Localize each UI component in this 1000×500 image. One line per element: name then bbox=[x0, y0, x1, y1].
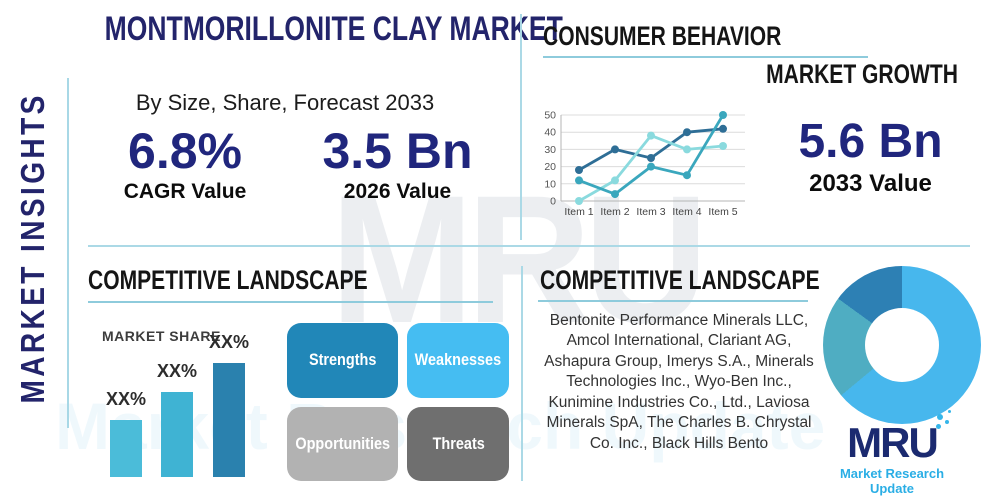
donut-chart bbox=[823, 266, 981, 424]
swot-strengths-box: Strengths bbox=[287, 323, 399, 398]
vertical-divider-bottom bbox=[521, 266, 523, 481]
svg-text:50: 50 bbox=[544, 110, 556, 122]
market-share-bar-2 bbox=[161, 392, 193, 477]
swot-weaknesses-box: Weaknesses bbox=[407, 323, 510, 398]
swot-opportunities-label: Opportunities bbox=[295, 433, 391, 453]
competitive-landscape-right-heading: COMPETITIVE LANDSCAPE bbox=[540, 265, 899, 296]
stat-cagr-value: 6.8% bbox=[128, 123, 242, 179]
market-growth-heading-text: MARKET GROWTH bbox=[766, 59, 958, 89]
market-share-bar-1 bbox=[110, 420, 142, 477]
watermark-mru: MRU bbox=[330, 157, 709, 361]
market-share-bar-value: XX% bbox=[156, 361, 198, 381]
competitive-landscape-left-heading: COMPETITIVE LANDSCAPE bbox=[88, 265, 447, 296]
consumer-behavior-underline bbox=[543, 56, 868, 58]
sidebar-vertical-label: MARKET INSIGHTS bbox=[14, 38, 58, 458]
consumer-behavior-line-chart: 0 10 20 30 40 50 Item 1 Item 2 Item 3 Item 4 Item … bbox=[544, 110, 745, 218]
competitive-landscape-left-underline bbox=[88, 301, 493, 303]
stat-2033-value-label: 2033 Value bbox=[809, 169, 932, 197]
svg-text:Item 2: Item 2 bbox=[600, 206, 629, 218]
svg-text:20: 20 bbox=[544, 161, 556, 173]
market-share-bar-3 bbox=[213, 363, 245, 477]
stat-2033-value-number: 5.6 Bn bbox=[798, 115, 943, 168]
logo-dot-icon bbox=[935, 424, 941, 429]
logo-dot-icon bbox=[936, 414, 943, 420]
market-share-bar-chart: XX% XX% XX% bbox=[100, 332, 270, 477]
competitive-landscape-right-heading-text: COMPETITIVE LANDSCAPE bbox=[540, 265, 820, 295]
market-growth-heading: MARKET GROWTH bbox=[640, 59, 958, 90]
mru-logo-tagline: Market Research Update bbox=[839, 466, 945, 496]
company-list: Bentonite Performance Minerals LLC, Amco… bbox=[544, 312, 814, 452]
page-title-text: MONTMORILLONITE CLAY MARKET bbox=[104, 10, 563, 48]
stat-2026-value: 3.5 Bn 2026 Value bbox=[310, 124, 485, 204]
page-title: MONTMORILLONITE CLAY MARKET bbox=[40, 10, 563, 49]
svg-text:Item 1: Item 1 bbox=[564, 206, 593, 218]
swot-weaknesses-label: Weaknesses bbox=[415, 350, 502, 370]
page-subtitle: By Size, Share, Forecast 2033 bbox=[135, 90, 435, 115]
svg-text:Item 4: Item 4 bbox=[672, 206, 701, 218]
stat-cagr-label: CAGR Value bbox=[123, 180, 247, 203]
sidebar-vertical-label-text: MARKET INSIGHTS bbox=[14, 92, 51, 404]
svg-text:30: 30 bbox=[544, 144, 556, 156]
sidebar-divider-line bbox=[67, 78, 69, 428]
svg-text:40: 40 bbox=[544, 127, 556, 139]
mru-logo: MRU Market Research Update bbox=[822, 410, 962, 496]
competitive-landscape-right-underline bbox=[538, 300, 808, 302]
vertical-divider-top bbox=[520, 14, 522, 240]
market-share-bar-value: XX% bbox=[105, 389, 147, 409]
swot-grid: Strengths Weaknesses Opportunities Threa… bbox=[287, 323, 510, 481]
logo-dot-icon bbox=[944, 420, 949, 424]
svg-text:Item 3: Item 3 bbox=[636, 206, 665, 218]
svg-text:0: 0 bbox=[550, 196, 556, 208]
mru-logo-text: MRU bbox=[847, 419, 939, 466]
competitive-landscape-left-heading-text: COMPETITIVE LANDSCAPE bbox=[88, 265, 368, 295]
swot-strengths-label: Strengths bbox=[308, 350, 377, 370]
horizontal-divider bbox=[88, 245, 970, 247]
stat-2026-value-label: 2026 Value bbox=[343, 180, 452, 203]
market-share-label: MARKET SHARE bbox=[102, 328, 221, 344]
swot-opportunities-box: Opportunities bbox=[287, 406, 399, 481]
consumer-behavior-heading-text: CONSUMER BEHAVIOR bbox=[543, 21, 782, 51]
market-share-bar-value: XX% bbox=[208, 332, 250, 352]
donut-chart-hole bbox=[865, 308, 939, 382]
stat-2026-value-number: 3.5 Bn bbox=[322, 123, 473, 179]
stat-cagr: 6.8% CAGR Value bbox=[100, 124, 270, 204]
mru-logo-wordmark: MRU bbox=[847, 410, 951, 466]
stat-2033-value: 5.6 Bn 2033 Value bbox=[788, 116, 953, 198]
consumer-behavior-heading: CONSUMER BEHAVIOR bbox=[543, 21, 849, 52]
logo-dot-icon bbox=[947, 410, 951, 413]
svg-text:10: 10 bbox=[544, 178, 556, 190]
svg-text:Item 5: Item 5 bbox=[708, 206, 737, 218]
swot-threats-box: Threats bbox=[407, 406, 510, 481]
swot-threats-label: Threats bbox=[432, 433, 485, 453]
